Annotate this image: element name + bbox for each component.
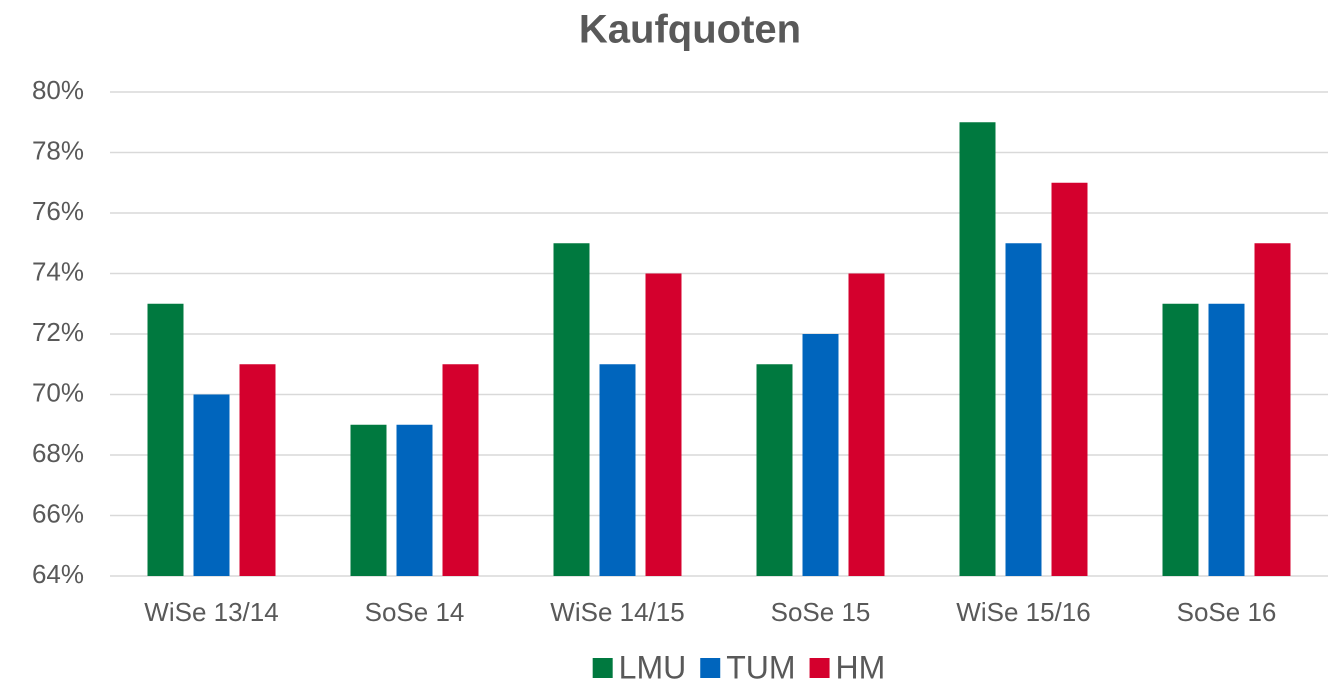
bar [239, 364, 276, 576]
bar [442, 364, 479, 576]
x-tick-label: WiSe 15/16 [956, 597, 1090, 627]
x-tick-label: SoSe 15 [771, 597, 871, 627]
x-tick-label: WiSe 14/15 [550, 597, 684, 627]
bar [599, 364, 636, 576]
y-tick-label: 76% [32, 196, 84, 226]
legend-swatch [592, 658, 613, 678]
y-tick-label: 78% [32, 135, 84, 165]
chart-title: Kaufquoten [579, 8, 801, 52]
bar [1162, 303, 1199, 576]
y-tick-label: 66% [32, 498, 84, 528]
bar [1254, 243, 1291, 576]
legend-swatch [700, 658, 721, 678]
legend-swatch [809, 658, 830, 678]
bar [756, 364, 793, 576]
bar [147, 303, 184, 576]
y-tick-label: 64% [32, 559, 84, 589]
x-tick-label: SoSe 14 [365, 597, 465, 627]
bar [1051, 182, 1088, 576]
y-tick-label: 72% [32, 317, 84, 347]
legend-label: HM [836, 649, 886, 685]
bar [1208, 303, 1245, 576]
bar [350, 424, 387, 576]
legend-label: LMU [619, 649, 687, 685]
bar [396, 424, 433, 576]
y-tick-label: 68% [32, 438, 84, 468]
y-tick-label: 80% [32, 75, 84, 105]
x-tick-label: WiSe 13/14 [144, 597, 278, 627]
bar [959, 122, 996, 576]
bar [1005, 243, 1042, 576]
bar [645, 273, 682, 576]
y-tick-label: 74% [32, 256, 84, 286]
bar [802, 334, 839, 576]
legend-label: TUM [726, 649, 795, 685]
bar [848, 273, 885, 576]
bar [193, 394, 230, 576]
bar [553, 243, 590, 576]
x-tick-label: SoSe 16 [1177, 597, 1277, 627]
y-tick-label: 70% [32, 377, 84, 407]
